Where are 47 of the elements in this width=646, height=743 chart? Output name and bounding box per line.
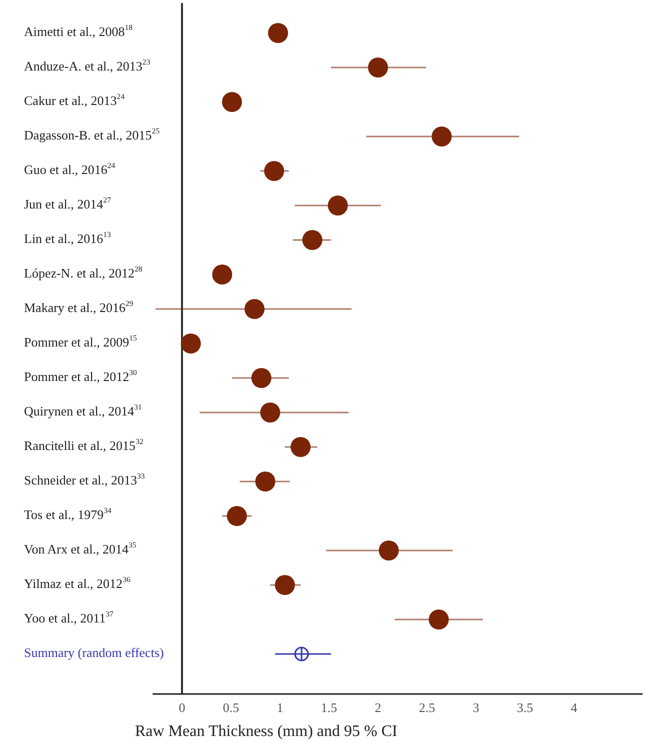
point bbox=[180, 334, 201, 354]
x-tick-label: 0 bbox=[178, 700, 186, 715]
point bbox=[368, 58, 388, 78]
y-tick-label: Jun et al., 2014$^{27}$ bbox=[24, 196, 111, 212]
y-tick-label: Summary (random effects) bbox=[24, 644, 164, 660]
point bbox=[378, 540, 399, 560]
y-tick-label: Pommer et al., 2012$^{30}$ bbox=[24, 368, 137, 384]
point bbox=[428, 610, 449, 630]
x-tick-label: 1 bbox=[276, 700, 284, 715]
y-tick-label: Von Arx et al., 2014$^{35}$ bbox=[24, 540, 136, 556]
point bbox=[268, 23, 288, 43]
y-tick-label: López-N. et al., 2012$^{28}$ bbox=[24, 264, 142, 280]
y-tick-label: Cakur et al., 2013$^{24}$ bbox=[24, 92, 125, 108]
point bbox=[432, 126, 452, 146]
point bbox=[226, 506, 247, 526]
x-tick-label: 2.5 bbox=[418, 700, 436, 715]
point bbox=[212, 264, 232, 284]
y-tick-label: Aimetti et al., 2008$^{18}$ bbox=[24, 23, 133, 39]
x-tick-label: 3 bbox=[472, 700, 480, 715]
x-tick-label: 4 bbox=[570, 700, 578, 715]
y-tick-label: Quirynen et al., 2014$^{31}$ bbox=[24, 402, 142, 418]
point bbox=[222, 92, 242, 112]
point bbox=[244, 299, 265, 319]
x-tick-label: 1.5 bbox=[320, 700, 338, 715]
y-tick-label: Lin et al., 2016$^{13}$ bbox=[24, 230, 111, 246]
point bbox=[302, 230, 322, 250]
point bbox=[274, 575, 295, 595]
y-tick-label: Guo et al., 2016$^{24}$ bbox=[24, 161, 116, 177]
point bbox=[255, 472, 276, 492]
y-tick-label: Rancitelli et al., 2015$^{32}$ bbox=[24, 437, 144, 453]
x-tick-label: 3.5 bbox=[516, 700, 534, 715]
y-tick-label: Yoo et al., 2011$^{37}$ bbox=[24, 610, 114, 626]
y-tick-label: Tos et al., 1979$^{34}$ bbox=[24, 506, 112, 522]
x-tick-label: 2 bbox=[374, 700, 382, 715]
x-tick-label: 0.5 bbox=[222, 700, 240, 715]
y-tick-label: Anduze-A. et al., 2013$^{23}$ bbox=[24, 58, 150, 74]
point bbox=[260, 402, 280, 422]
y-tick-label: Dagasson-B. et al., 2015$^{25}$ bbox=[24, 126, 160, 142]
y-tick-label: Yilmaz et al., 2012$^{36}$ bbox=[24, 575, 130, 591]
y-tick-label: Makary et al., 2016$^{29}$ bbox=[24, 299, 134, 315]
point bbox=[251, 368, 272, 388]
x-axis-title: Raw Mean Thickness (mm) and 95 % CI bbox=[135, 723, 398, 740]
y-tick-label: Pommer et al., 2009$^{15}$ bbox=[24, 334, 137, 350]
point bbox=[264, 161, 284, 181]
y-tick-label: Schneider et al., 2013$^{33}$ bbox=[24, 472, 145, 488]
point bbox=[328, 196, 348, 216]
point bbox=[290, 437, 311, 457]
